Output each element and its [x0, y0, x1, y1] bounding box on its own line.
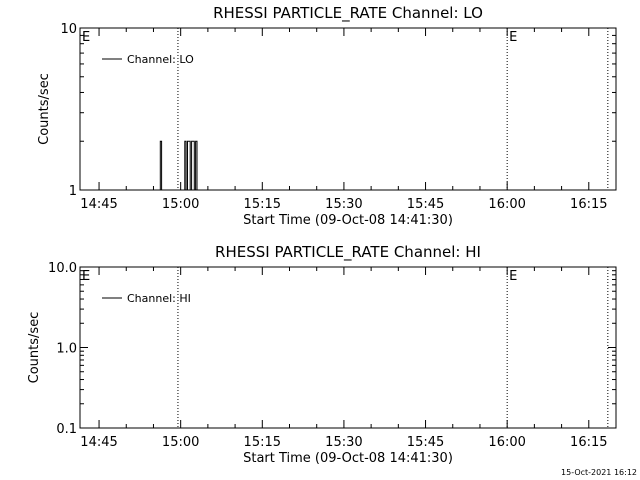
x-tick-label: 15:00 — [162, 197, 199, 212]
x-tick-label: 15:45 — [407, 435, 444, 450]
chart-title: RHESSI PARTICLE_RATE Channel: LO — [213, 4, 483, 23]
x-tick-label: 16:15 — [570, 197, 607, 212]
y-tick-label: 1 — [69, 184, 77, 199]
chart-title: RHESSI PARTICLE_RATE Channel: HI — [215, 243, 481, 262]
legend-label: Channel: LO — [127, 53, 194, 66]
x-tick-label: 14:45 — [80, 435, 117, 450]
chart-panel-1: RHESSI PARTICLE_RATE Channel: LOE E14:45 1… — [37, 4, 617, 228]
series-line — [158, 140, 198, 191]
x-tick-label: 15:30 — [325, 197, 362, 212]
y-tick-label: 1.0 — [56, 342, 77, 357]
y-tick-label: 10.0 — [48, 261, 77, 276]
y-tick-label: 0.1 — [56, 422, 77, 437]
x-tick-label: 16:00 — [488, 435, 525, 450]
x-axis-label: Start Time (09-Oct-08 14:41:30) — [243, 451, 453, 466]
x-tick-label: 15:00 — [162, 435, 199, 450]
footer-stamp: 15-Oct-2021 16:12 — [561, 468, 637, 477]
x-tick-label: 14:45 — [80, 197, 117, 212]
y-axis-label: Counts/sec — [37, 73, 52, 145]
x-tick-label: 15:15 — [244, 435, 281, 450]
y-tick-label: 10 — [60, 22, 77, 37]
x-tick-label: 15:45 — [407, 197, 444, 212]
plot-frame — [79, 27, 617, 191]
event-mark: E — [509, 269, 517, 284]
x-tick-label: 16:00 — [488, 197, 525, 212]
chart-panel-2: RHESSI PARTICLE_RATE Channel: HI E E 14:45 1… — [27, 243, 617, 466]
x-tick-label: 15:15 — [244, 197, 281, 212]
y-axis-label: Counts/sec — [27, 312, 42, 384]
event-mark: E — [509, 30, 517, 45]
x-tick-label: 16:15 — [570, 435, 607, 450]
x-tick-label: 15:30 — [325, 435, 362, 450]
legend-label: Channel: HI — [127, 292, 191, 305]
x-axis-label: Start Time (09-Oct-08 14:41:30) — [243, 213, 453, 228]
event-mark: E — [82, 30, 90, 45]
event-mark: E — [82, 269, 90, 284]
